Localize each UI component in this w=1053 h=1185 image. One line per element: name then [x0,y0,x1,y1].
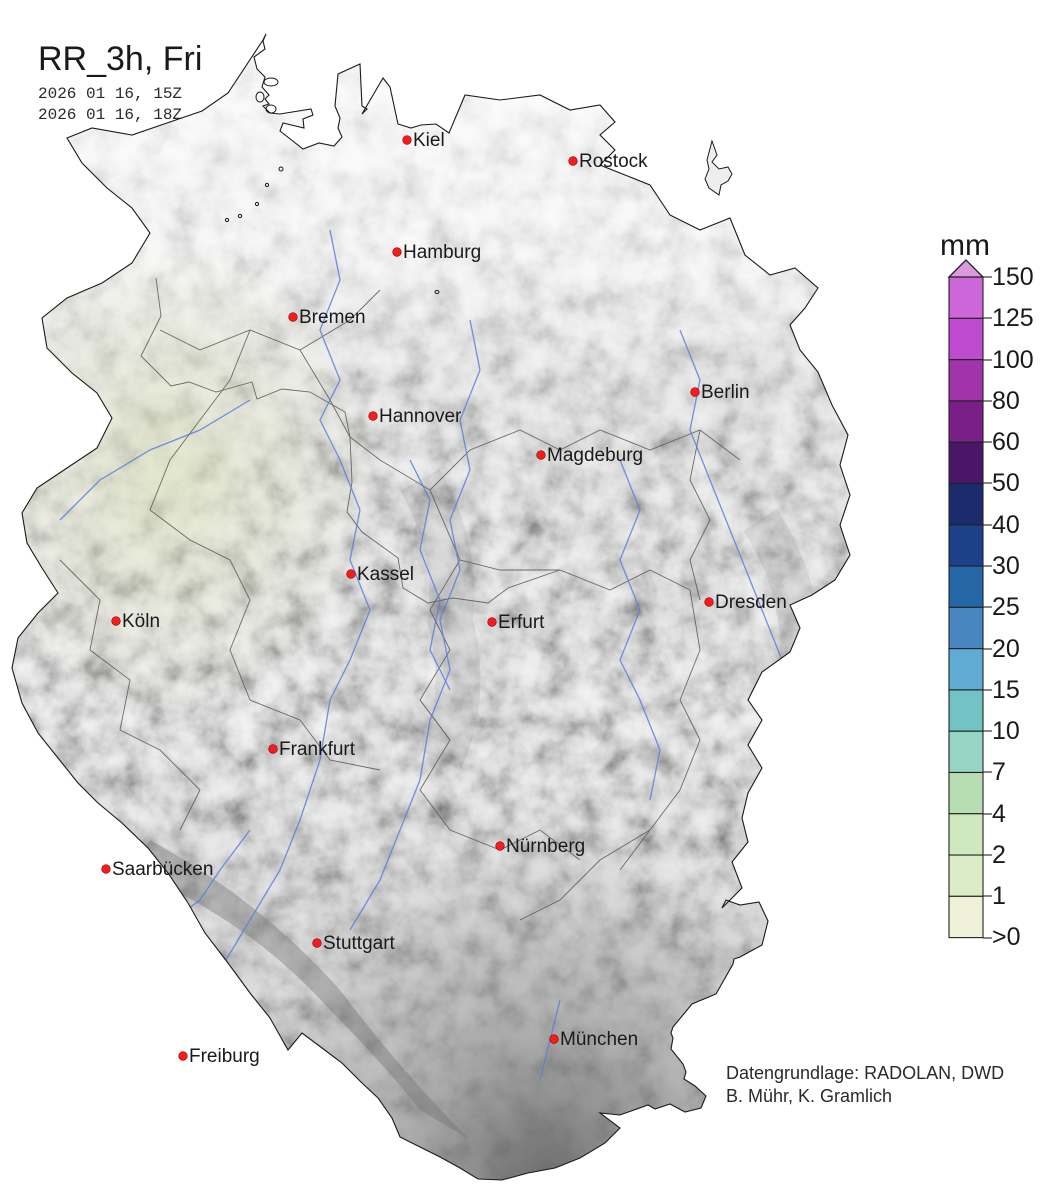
svg-text:40: 40 [992,511,1020,539]
svg-text:50: 50 [992,469,1020,497]
svg-text:Hannover: Hannover [379,406,462,427]
svg-text:Kiel: Kiel [413,130,445,151]
svg-text:Bremen: Bremen [299,307,366,328]
svg-text:7: 7 [992,758,1006,786]
svg-text:Stuttgart: Stuttgart [323,933,396,954]
svg-text:Köln: Köln [122,611,160,632]
svg-text:Erfurt: Erfurt [498,612,545,633]
svg-text:Magdeburg: Magdeburg [547,445,643,466]
svg-text:München: München [560,1029,638,1050]
svg-text:80: 80 [992,387,1020,415]
svg-text:150: 150 [992,263,1034,291]
svg-text:60: 60 [992,428,1020,456]
svg-text:Berlin: Berlin [701,382,750,403]
svg-text:Kassel: Kassel [357,564,414,585]
svg-text:4: 4 [992,800,1006,828]
svg-text:100: 100 [992,346,1034,374]
svg-text:15: 15 [992,676,1020,704]
svg-text:Saarbücken: Saarbücken [112,859,213,880]
svg-text:Hamburg: Hamburg [403,242,481,263]
svg-text:20: 20 [992,635,1020,663]
svg-text:30: 30 [992,552,1020,580]
svg-text:25: 25 [992,593,1020,621]
svg-text:2: 2 [992,841,1006,869]
svg-text:Rostock: Rostock [579,151,648,172]
svg-text:Freiburg: Freiburg [189,1046,260,1067]
svg-text:Nürnberg: Nürnberg [506,836,585,857]
svg-text:Dresden: Dresden [715,592,787,613]
svg-text:125: 125 [992,304,1034,332]
svg-text:1: 1 [992,882,1006,910]
svg-text:10: 10 [992,717,1020,745]
svg-text:mm: mm [940,229,990,262]
svg-text:Frankfurt: Frankfurt [279,739,356,760]
svg-text:>0: >0 [992,923,1021,951]
